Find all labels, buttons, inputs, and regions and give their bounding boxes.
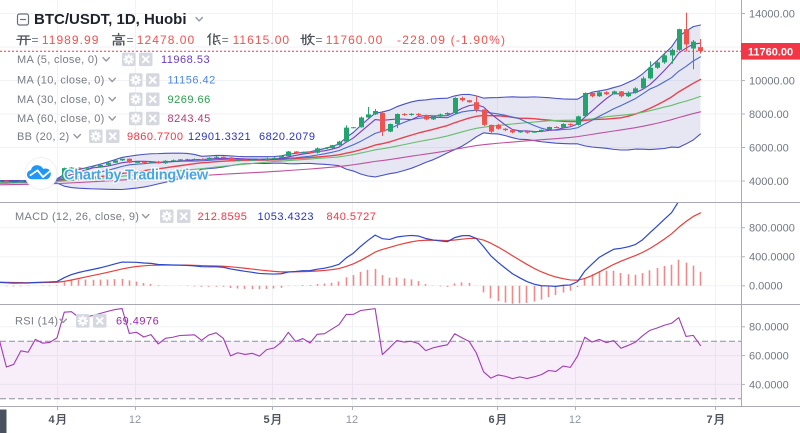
svg-text:-228.09 (-1.90%): -228.09 (-1.90%) [397, 33, 506, 47]
svg-text:40.0000: 40.0000 [749, 379, 789, 391]
svg-text:11760.00: 11760.00 [326, 33, 384, 47]
svg-text:6: 6 [488, 414, 494, 426]
svg-text:9269.66: 9269.66 [168, 94, 211, 106]
svg-text:212.8595: 212.8595 [198, 211, 248, 223]
svg-text:MA (5, close, 0): MA (5, close, 0) [17, 54, 98, 66]
svg-text:8243.45: 8243.45 [168, 113, 211, 125]
svg-text:BTC/USDT, 1D, Huobi: BTC/USDT, 1D, Huobi [34, 11, 187, 28]
svg-text:MACD (12, 26, close, 9): MACD (12, 26, close, 9) [15, 211, 139, 223]
svg-text:10000.00: 10000.00 [749, 75, 795, 87]
svg-text:4000.00: 4000.00 [749, 176, 789, 188]
svg-text:400.0000: 400.0000 [749, 252, 795, 264]
svg-text:6000.00: 6000.00 [749, 142, 789, 154]
svg-text:11968.53: 11968.53 [161, 54, 210, 66]
svg-text:12: 12 [129, 414, 141, 426]
svg-text:=: = [222, 33, 229, 47]
svg-text:7: 7 [706, 414, 712, 426]
svg-text:60.0000: 60.0000 [749, 351, 789, 363]
svg-text:=: = [32, 33, 39, 47]
svg-text:0.0000: 0.0000 [749, 281, 783, 293]
svg-text:12478.00: 12478.00 [137, 33, 195, 47]
svg-text:MA (10, close, 0): MA (10, close, 0) [17, 75, 105, 87]
svg-text:69.4976: 69.4976 [116, 316, 159, 328]
svg-text:MA (30, close, 0): MA (30, close, 0) [17, 94, 105, 106]
svg-text:=: = [127, 33, 134, 47]
svg-text:80.0000: 80.0000 [749, 322, 789, 334]
svg-text:6820.2079: 6820.2079 [259, 131, 316, 143]
svg-text:11615.00: 11615.00 [233, 33, 291, 47]
svg-text:12: 12 [569, 414, 581, 426]
svg-text:1053.4323: 1053.4323 [258, 211, 315, 223]
svg-text:Chart by TradingView: Chart by TradingView [64, 168, 209, 184]
svg-text:8000.00: 8000.00 [749, 109, 789, 121]
svg-text:11156.42: 11156.42 [168, 75, 216, 87]
svg-text:=: = [316, 33, 323, 47]
svg-text:14000.00: 14000.00 [749, 8, 795, 20]
svg-text:BB (20, 2): BB (20, 2) [17, 131, 70, 143]
svg-text:MA (60, close, 0): MA (60, close, 0) [17, 113, 105, 125]
svg-text:11760.00: 11760.00 [748, 46, 793, 58]
svg-text:12901.3321: 12901.3321 [188, 131, 251, 143]
svg-text:840.5727: 840.5727 [327, 211, 377, 223]
svg-text:12: 12 [346, 414, 358, 426]
svg-text:RSI (14): RSI (14) [15, 316, 58, 328]
svg-text:800.0000: 800.0000 [749, 223, 795, 235]
svg-text:4: 4 [48, 414, 55, 426]
svg-text:9860.7700: 9860.7700 [127, 131, 184, 143]
svg-text:11989.99: 11989.99 [42, 33, 100, 47]
svg-text:5: 5 [263, 414, 269, 426]
